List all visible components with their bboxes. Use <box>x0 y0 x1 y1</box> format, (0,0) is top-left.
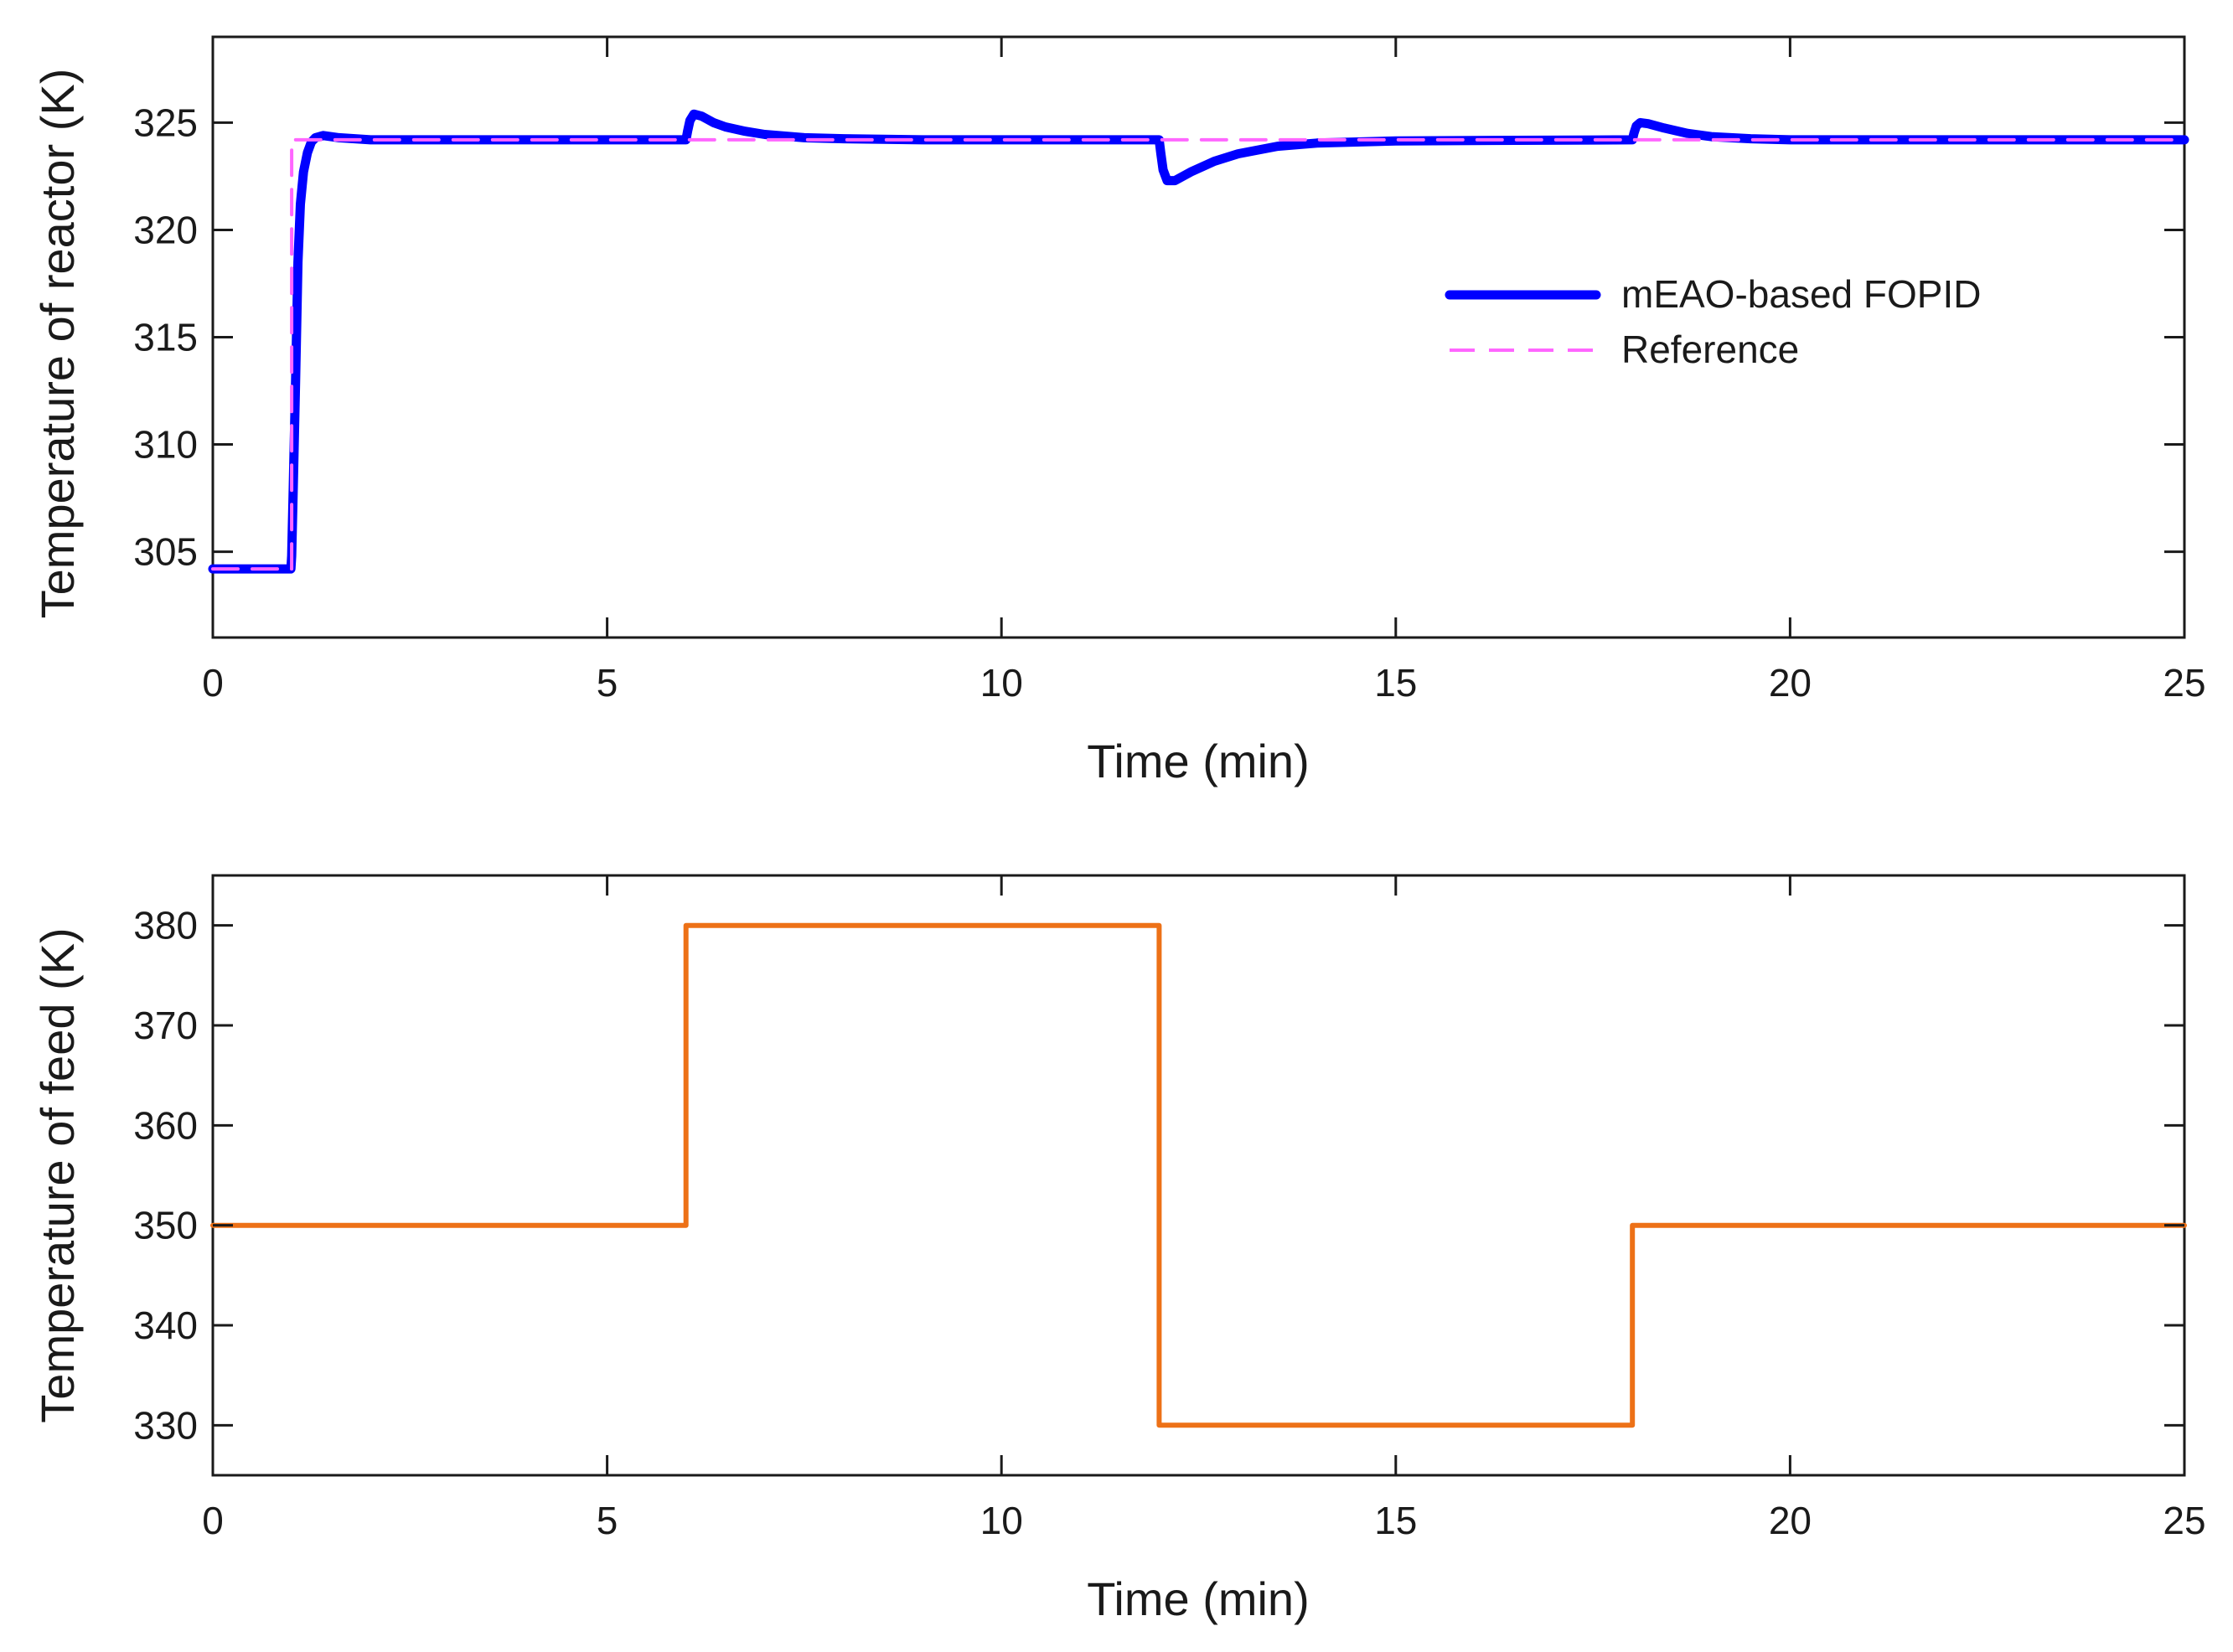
y-tick-label: 380 <box>133 904 198 947</box>
x-tick-label: 0 <box>202 1499 224 1542</box>
x-tick-label: 10 <box>980 661 1023 705</box>
x-tick-label: 25 <box>2163 661 2205 705</box>
x-tick-label: 15 <box>1374 1499 1417 1542</box>
x-tick-label: 20 <box>1769 661 1812 705</box>
x-tick-label: 5 <box>597 661 618 705</box>
y-axis-title: Temperature of reactor (K) <box>31 69 84 619</box>
y-tick-label: 320 <box>133 208 198 251</box>
y-axis-title: Temperature of feed (K) <box>31 927 84 1422</box>
tick-layer: 0 5 10 15 20 25 305 310 315 320 325 <box>133 37 2206 705</box>
x-axis-title: Time (min) <box>1087 1572 1309 1625</box>
reference-series-line <box>211 137 2186 571</box>
y-tick-label: 305 <box>133 530 198 574</box>
y-tick-label: 360 <box>133 1103 198 1147</box>
tick-layer: 0 5 10 15 20 25 330 340 350 360 370 380 <box>133 875 2206 1542</box>
y-tick-label: 370 <box>133 1004 198 1047</box>
x-tick-label: 10 <box>980 1499 1023 1542</box>
y-tick-label: 325 <box>133 101 198 144</box>
legend: mEAO-based FOPID Reference <box>1445 272 1981 371</box>
y-tick-label: 350 <box>133 1204 198 1247</box>
x-tick-label: 15 <box>1374 661 1417 705</box>
x-tick-label: 25 <box>2163 1499 2205 1542</box>
x-tick-label: 5 <box>597 1499 618 1542</box>
legend-label-reference: Reference <box>1621 328 1799 371</box>
y-tick-label: 340 <box>133 1304 198 1347</box>
plot-area-frame <box>211 874 2186 1477</box>
reactor-temperature-chart: 0 5 10 15 20 25 305 310 315 320 325 Time (min) Tem… <box>31 35 2206 787</box>
feed-temperature-series-line <box>210 922 2187 1428</box>
x-axis-title: Time (min) <box>1087 735 1309 787</box>
y-tick-label: 330 <box>133 1403 198 1447</box>
legend-label-meao-fopid: mEAO-based FOPID <box>1621 272 1981 316</box>
series-layer <box>208 109 2189 574</box>
series-layer <box>210 922 2187 1428</box>
y-tick-label: 315 <box>133 316 198 359</box>
x-tick-label: 0 <box>202 661 224 705</box>
y-tick-label: 310 <box>133 423 198 467</box>
plot-area-frame <box>211 35 2186 639</box>
x-tick-label: 20 <box>1769 1499 1812 1542</box>
